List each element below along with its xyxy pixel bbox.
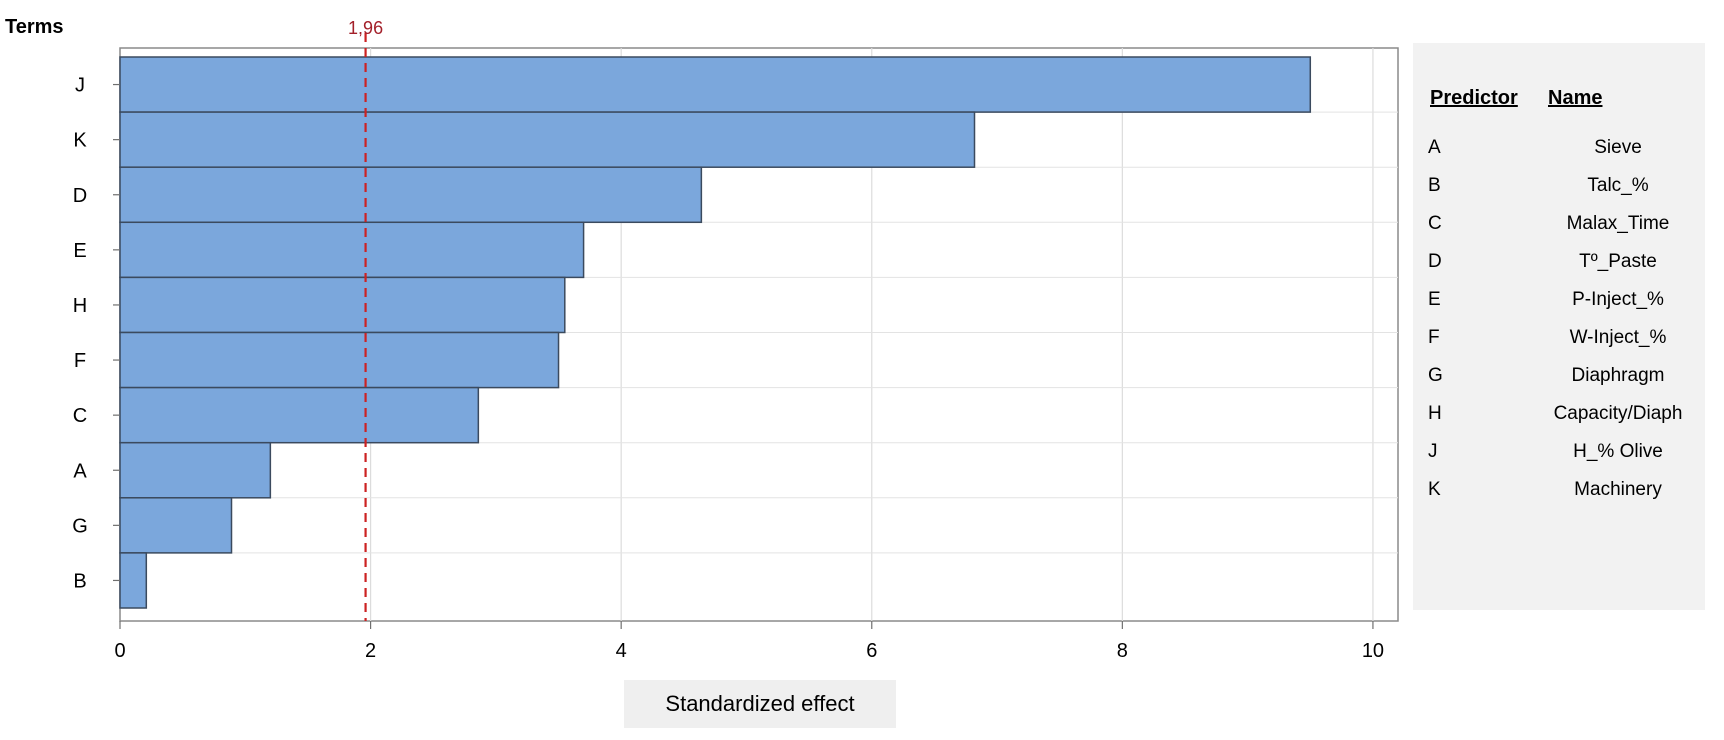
legend-name: H_% Olive — [1573, 441, 1663, 462]
legend-code: G — [1428, 365, 1443, 386]
y-tick-label: B — [73, 570, 86, 592]
legend-name: Capacity/Diaph — [1553, 403, 1683, 424]
bar-B — [119, 552, 148, 609]
y-tick-label: A — [73, 460, 87, 482]
legend-name: Sieve — [1594, 137, 1642, 158]
legend-row: E P-Inject_% — [1413, 289, 1705, 319]
legend-row: H Capacity/Diaph — [1413, 403, 1705, 433]
legend-code: A — [1428, 137, 1441, 158]
legend-row: B Talc_% — [1413, 175, 1705, 205]
legend-row: A Sieve — [1413, 137, 1705, 167]
legend-row: J H_% Olive — [1413, 441, 1705, 471]
legend-code: H — [1428, 403, 1442, 424]
legend-code: C — [1428, 213, 1442, 234]
legend-row: G Diaphragm — [1413, 365, 1705, 395]
legend-row: K Machinery — [1413, 479, 1705, 509]
legend-code: D — [1428, 251, 1442, 272]
y-tick-label: D — [73, 185, 87, 207]
bar-F — [119, 331, 560, 389]
legend-code: K — [1428, 479, 1441, 500]
x-tick-label: 4 — [616, 640, 627, 662]
x-tick-label: 8 — [1117, 640, 1128, 662]
legend-name-header: Name — [1548, 87, 1603, 109]
reference-line-group: 1,96 — [348, 18, 383, 621]
x-tick-label: 10 — [1362, 640, 1384, 662]
y-axis-label: Terms — [5, 16, 64, 38]
bar-C — [119, 386, 480, 444]
x-tick-labels: 0 2 4 6 8 10 — [114, 621, 1384, 662]
legend-code: B — [1428, 175, 1441, 196]
legend-name: P-Inject_% — [1572, 289, 1664, 310]
x-tick-label: 0 — [114, 640, 125, 662]
y-tick-label: J — [75, 75, 85, 97]
bar-D — [119, 166, 703, 224]
legend-code: F — [1428, 327, 1440, 348]
x-axis-label: Standardized effect — [624, 680, 896, 728]
legend-row: F W-Inject_% — [1413, 327, 1705, 357]
legend-name: W-Inject_% — [1569, 327, 1667, 348]
y-tick-label: E — [73, 240, 86, 262]
legend-code: J — [1428, 441, 1438, 462]
legend-predictor-header: Predictor — [1430, 87, 1518, 109]
y-tick-label: G — [72, 515, 88, 537]
y-tick-label: K — [73, 130, 87, 152]
legend-name: Diaphragm — [1571, 365, 1665, 386]
legend-row: C Malax_Time — [1413, 213, 1705, 243]
legend-row: D Tº_Paste — [1413, 251, 1705, 281]
bar-K — [119, 111, 976, 168]
bar-H — [119, 276, 566, 334]
bar-J — [119, 56, 1312, 113]
y-tick-label: F — [74, 350, 86, 372]
x-tick-label: 6 — [866, 640, 877, 662]
bar-A — [119, 441, 272, 499]
bars — [119, 56, 1312, 609]
y-tick-labels: J K D E H F C A G B — [72, 75, 120, 592]
predictor-legend: Predictor Name A Sieve B Talc_% C Malax_Time D… — [1413, 43, 1705, 610]
legend-name: Malax_Time — [1566, 213, 1670, 234]
y-tick-label: C — [73, 405, 87, 427]
reference-line-label: 1,96 — [348, 18, 383, 38]
bar-E — [119, 221, 585, 279]
legend-code: E — [1428, 289, 1441, 310]
bar-G — [119, 497, 233, 554]
legend-name: Talc_% — [1587, 175, 1649, 196]
x-tick-label: 2 — [365, 640, 376, 662]
y-tick-label: H — [73, 295, 87, 317]
legend-name: Machinery — [1574, 479, 1662, 500]
legend-name: Tº_Paste — [1579, 251, 1657, 272]
